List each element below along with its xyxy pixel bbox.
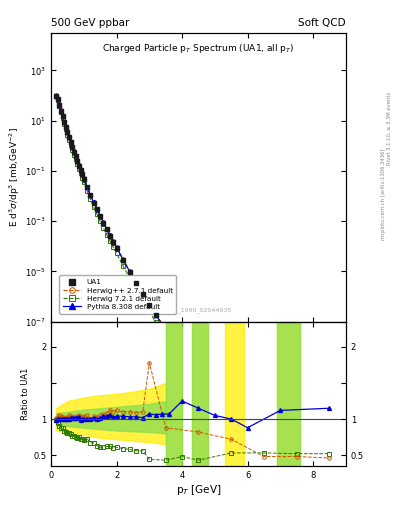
Bar xyxy=(192,322,208,466)
Y-axis label: Ratio to UA1: Ratio to UA1 xyxy=(21,368,30,420)
Bar xyxy=(192,322,208,466)
Text: Rivet 3.1.10, ≥ 3.3M events: Rivet 3.1.10, ≥ 3.3M events xyxy=(387,91,391,165)
X-axis label: p$_T$ [GeV]: p$_T$ [GeV] xyxy=(176,482,221,497)
Y-axis label: E d$^3\sigma$/dp$^3$ [mb,GeV$^{-2}$]: E d$^3\sigma$/dp$^3$ [mb,GeV$^{-2}$] xyxy=(8,127,22,227)
Text: mcplots.cern.ch [arXiv:1306.3436]: mcplots.cern.ch [arXiv:1306.3436] xyxy=(381,149,386,240)
Text: Soft QCD: Soft QCD xyxy=(298,18,346,28)
Bar xyxy=(277,322,300,466)
Legend: UA1, Herwig++ 2.7.1 default, Herwig 7.2.1 default, Pythia 8.308 default: UA1, Herwig++ 2.7.1 default, Herwig 7.2.… xyxy=(59,275,176,314)
Bar xyxy=(277,322,300,466)
Bar xyxy=(225,322,244,466)
Text: UA1_1990_S2044935: UA1_1990_S2044935 xyxy=(165,307,231,313)
Text: 500 GeV ppbar: 500 GeV ppbar xyxy=(51,18,129,28)
Text: Charged Particle p$_T$ Spectrum (UA1, all p$_T$): Charged Particle p$_T$ Spectrum (UA1, al… xyxy=(102,42,295,55)
Bar xyxy=(166,322,182,466)
Bar xyxy=(166,322,182,466)
